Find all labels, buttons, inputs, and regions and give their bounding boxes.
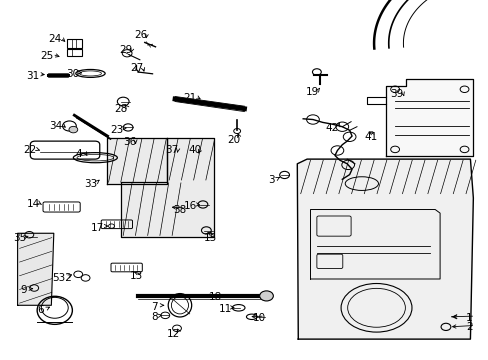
Circle shape [259, 291, 273, 301]
Text: 20: 20 [227, 135, 240, 145]
Text: 39: 39 [389, 89, 403, 99]
Circle shape [69, 126, 78, 133]
Text: 40: 40 [188, 145, 201, 156]
Text: 28: 28 [114, 104, 128, 114]
Text: 8: 8 [151, 312, 158, 322]
Text: 31: 31 [26, 71, 40, 81]
Text: 17: 17 [91, 222, 104, 233]
Text: 11: 11 [218, 304, 231, 314]
Text: 532: 532 [53, 273, 72, 283]
Text: 30: 30 [66, 69, 79, 79]
Text: 19: 19 [305, 87, 318, 97]
Text: 13: 13 [130, 271, 143, 282]
Text: 22: 22 [23, 145, 37, 156]
Text: 35: 35 [13, 233, 26, 243]
Circle shape [238, 107, 243, 110]
Polygon shape [106, 138, 167, 184]
Text: 25: 25 [40, 51, 53, 61]
Text: 29: 29 [119, 45, 133, 55]
Text: 7: 7 [151, 302, 158, 312]
Text: 1: 1 [465, 312, 472, 323]
Text: 3: 3 [267, 175, 274, 185]
Polygon shape [386, 79, 472, 156]
Bar [67, 39, 82, 48]
Text: 41: 41 [363, 132, 377, 142]
Text: 33: 33 [84, 179, 98, 189]
Circle shape [186, 99, 191, 103]
Text: 36: 36 [122, 137, 136, 147]
Circle shape [197, 100, 202, 104]
Text: 12: 12 [166, 329, 180, 339]
Text: 21: 21 [183, 93, 196, 103]
Text: 14: 14 [26, 199, 40, 210]
Polygon shape [297, 159, 472, 339]
Text: 2: 2 [465, 322, 472, 332]
Polygon shape [121, 138, 214, 237]
Bar [67, 49, 82, 56]
Text: 10: 10 [252, 312, 265, 323]
Circle shape [217, 104, 222, 107]
Polygon shape [18, 233, 54, 305]
Text: 27: 27 [130, 63, 143, 73]
Circle shape [176, 98, 181, 101]
Circle shape [207, 102, 212, 106]
Text: 15: 15 [203, 233, 217, 243]
Text: 38: 38 [173, 204, 186, 215]
Text: 23: 23 [109, 125, 123, 135]
Text: 16: 16 [183, 201, 197, 211]
Text: 26: 26 [134, 30, 147, 40]
Text: 6: 6 [37, 305, 43, 315]
Text: 42: 42 [325, 123, 339, 133]
Text: 4: 4 [76, 149, 82, 159]
Text: 24: 24 [48, 34, 61, 44]
Text: 34: 34 [49, 121, 63, 131]
Text: 18: 18 [208, 292, 222, 302]
Circle shape [228, 105, 233, 109]
Text: 37: 37 [165, 145, 179, 156]
Text: 9: 9 [20, 285, 27, 295]
